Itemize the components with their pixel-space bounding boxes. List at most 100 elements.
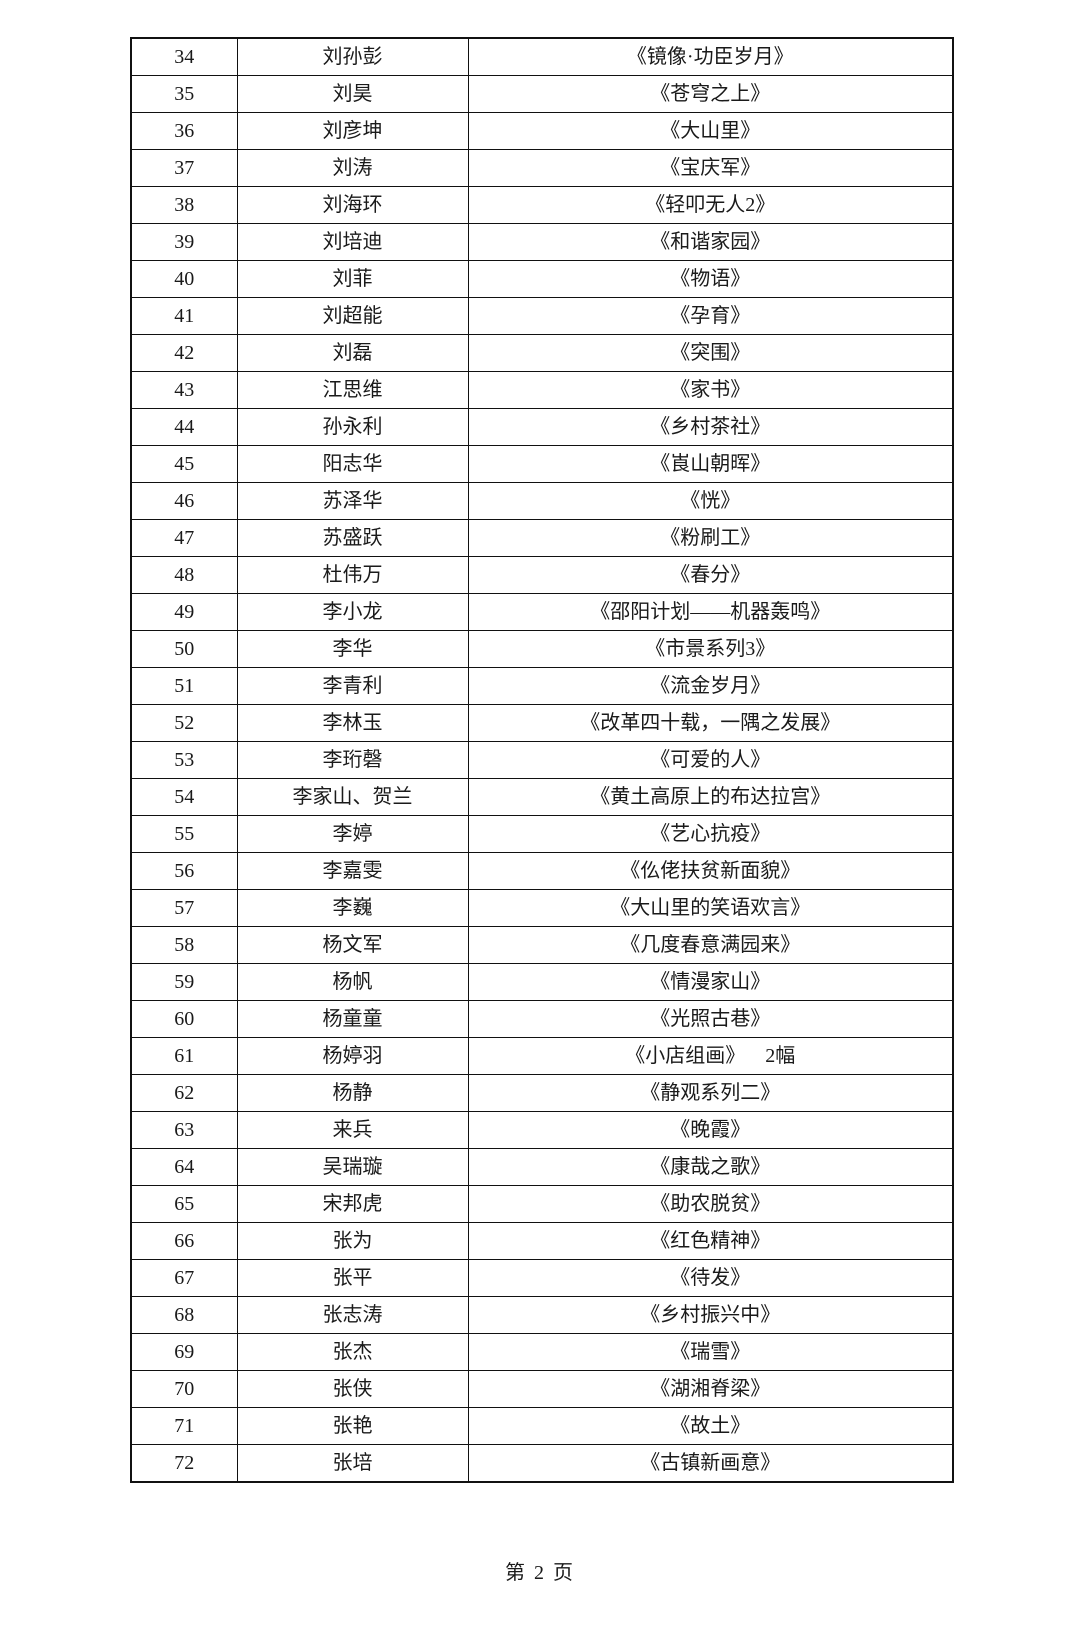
- table-row: 67 张平 《待发》: [130, 1259, 954, 1297]
- work-title: 《苍穹之上》: [467, 75, 954, 113]
- work-title: 《突围》: [467, 334, 954, 372]
- table-row: 36 刘彦坤 《大山里》: [130, 112, 954, 150]
- work-title: 《故土》: [467, 1407, 954, 1445]
- author-name: 刘昊: [236, 75, 469, 113]
- table-row: 68 张志涛 《乡村振兴中》: [130, 1296, 954, 1334]
- row-number: 41: [130, 297, 238, 335]
- row-number: 57: [130, 889, 238, 927]
- row-number: 62: [130, 1074, 238, 1112]
- author-name: 张为: [236, 1222, 469, 1260]
- author-name: 李巍: [236, 889, 469, 927]
- work-title: 《红色精神》: [467, 1222, 954, 1260]
- author-name: 张平: [236, 1259, 469, 1297]
- row-number: 38: [130, 186, 238, 224]
- table-row: 41 刘超能 《孕育》: [130, 297, 954, 335]
- author-name: 张艳: [236, 1407, 469, 1445]
- author-name: 杨童童: [236, 1000, 469, 1038]
- table-row: 63 来兵 《晚霞》: [130, 1111, 954, 1149]
- author-name: 张杰: [236, 1333, 469, 1371]
- work-title: 《晚霞》: [467, 1111, 954, 1149]
- work-title: 《流金岁月》: [467, 667, 954, 705]
- work-title: 《艺心抗疫》: [467, 815, 954, 853]
- row-number: 51: [130, 667, 238, 705]
- author-name: 刘涛: [236, 149, 469, 187]
- row-number: 34: [130, 37, 238, 76]
- author-name: 杨婷羽: [236, 1037, 469, 1075]
- author-name: 江思维: [236, 371, 469, 409]
- table-row: 34 刘孙彭 《镜像·功臣岁月》: [130, 37, 954, 76]
- work-title: 《粉刷工》: [467, 519, 954, 557]
- row-number: 35: [130, 75, 238, 113]
- work-title: 《静观系列二》: [467, 1074, 954, 1112]
- row-number: 59: [130, 963, 238, 1001]
- author-name: 宋邦虎: [236, 1185, 469, 1223]
- author-name: 李珩磬: [236, 741, 469, 779]
- work-title: 《轻叩无人2》: [467, 186, 954, 224]
- row-number: 68: [130, 1296, 238, 1334]
- table-row: 35 刘昊 《苍穹之上》: [130, 75, 954, 113]
- work-title: 《大山里》: [467, 112, 954, 150]
- table-row: 69 张杰 《瑞雪》: [130, 1333, 954, 1371]
- author-name: 李家山、贺兰: [236, 778, 469, 816]
- author-name: 刘孙彭: [236, 37, 469, 76]
- table-row: 56 李嘉雯 《仫佬扶贫新面貌》: [130, 852, 954, 890]
- row-number: 50: [130, 630, 238, 668]
- author-name: 刘超能: [236, 297, 469, 335]
- author-name: 苏盛跃: [236, 519, 469, 557]
- work-title: 《瑞雪》: [467, 1333, 954, 1371]
- author-name: 杨帆: [236, 963, 469, 1001]
- work-title: 《黄土高原上的布达拉宫》: [467, 778, 954, 816]
- page-number: 第 2 页: [505, 1562, 575, 1584]
- row-number: 58: [130, 926, 238, 964]
- row-number: 52: [130, 704, 238, 742]
- work-title: 《邵阳计划——机器轰鸣》: [467, 593, 954, 631]
- table-row: 62 杨静 《静观系列二》: [130, 1074, 954, 1112]
- author-name: 李林玉: [236, 704, 469, 742]
- table-row: 60 杨童童 《光照古巷》: [130, 1000, 954, 1038]
- row-number: 36: [130, 112, 238, 150]
- work-title: 《可爱的人》: [467, 741, 954, 779]
- work-title: 《改革四十载，一隅之发展》: [467, 704, 954, 742]
- work-title: 《大山里的笑语欢言》: [467, 889, 954, 927]
- table-row: 38 刘海环 《轻叩无人2》: [130, 186, 954, 224]
- row-number: 43: [130, 371, 238, 409]
- author-name: 张培: [236, 1444, 469, 1483]
- table-row: 72 张培 《古镇新画意》: [130, 1444, 954, 1483]
- row-number: 67: [130, 1259, 238, 1297]
- work-title: 《春分》: [467, 556, 954, 594]
- table-row: 66 张为 《红色精神》: [130, 1222, 954, 1260]
- table-row: 49 李小龙 《邵阳计划——机器轰鸣》: [130, 593, 954, 631]
- author-name: 张侠: [236, 1370, 469, 1408]
- author-name: 杨文军: [236, 926, 469, 964]
- table-row: 40 刘菲 《物语》: [130, 260, 954, 298]
- table-row: 55 李婷 《艺心抗疫》: [130, 815, 954, 853]
- work-title: 《古镇新画意》: [467, 1444, 954, 1483]
- author-name: 刘海环: [236, 186, 469, 224]
- work-title: 《助农脱贫》: [467, 1185, 954, 1223]
- work-title: 《物语》: [467, 260, 954, 298]
- author-name: 李嘉雯: [236, 852, 469, 890]
- work-title: 《仫佬扶贫新面貌》: [467, 852, 954, 890]
- work-title: 《宝庆军》: [467, 149, 954, 187]
- author-name: 苏泽华: [236, 482, 469, 520]
- work-title: 《待发》: [467, 1259, 954, 1297]
- author-name: 李婷: [236, 815, 469, 853]
- row-number: 42: [130, 334, 238, 372]
- table-row: 54 李家山、贺兰 《黄土高原上的布达拉宫》: [130, 778, 954, 816]
- table-row: 39 刘培迪 《和谐家园》: [130, 223, 954, 261]
- table-row: 43 江思维 《家书》: [130, 371, 954, 409]
- table-row: 71 张艳 《故土》: [130, 1407, 954, 1445]
- row-number: 46: [130, 482, 238, 520]
- author-name: 刘菲: [236, 260, 469, 298]
- row-number: 45: [130, 445, 238, 483]
- table-row: 64 吴瑞璇 《康哉之歌》: [130, 1148, 954, 1186]
- row-number: 40: [130, 260, 238, 298]
- row-number: 54: [130, 778, 238, 816]
- table-row: 45 阳志华 《崀山朝晖》: [130, 445, 954, 483]
- row-number: 70: [130, 1370, 238, 1408]
- author-name: 李小龙: [236, 593, 469, 631]
- row-number: 65: [130, 1185, 238, 1223]
- row-number: 61: [130, 1037, 238, 1075]
- work-title: 《市景系列3》: [467, 630, 954, 668]
- entries-table-body: 34 刘孙彭 《镜像·功臣岁月》 35 刘昊 《苍穹之上》 36 刘彦坤 《大山里》 37 刘涛 《宝…: [130, 37, 954, 1483]
